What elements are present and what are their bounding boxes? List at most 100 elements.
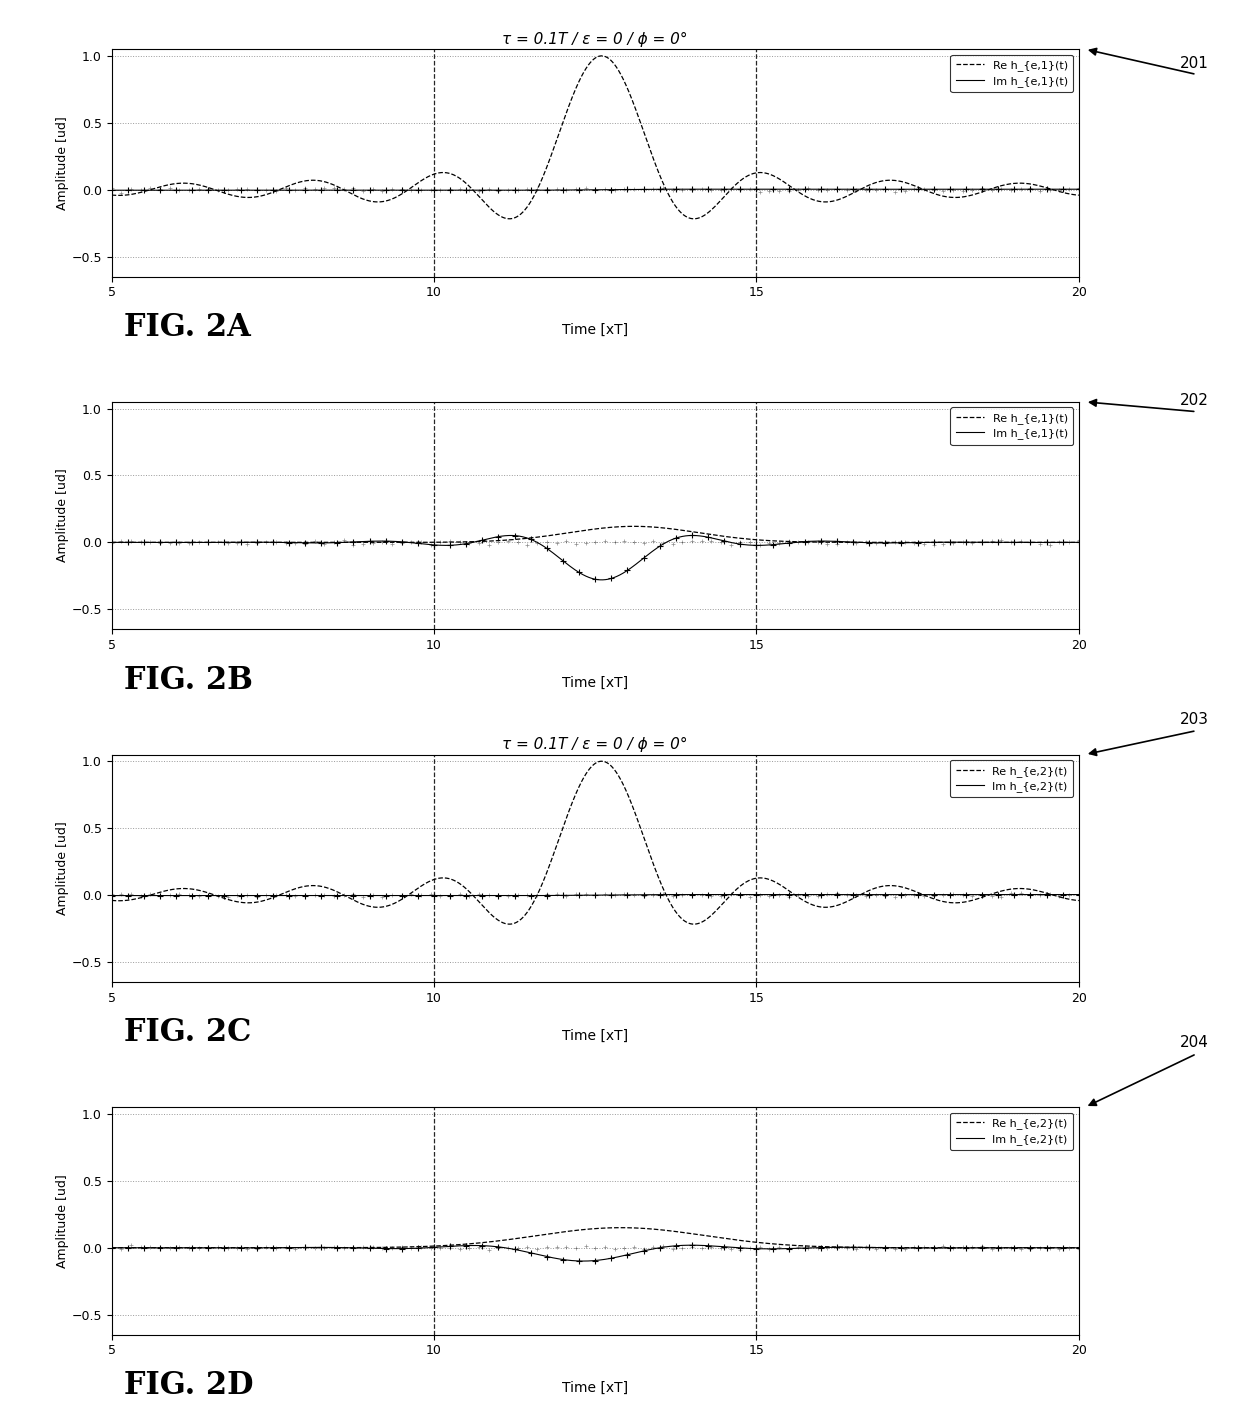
Im h_{e,2}(t)	[511, 1242, 526, 1259]
Legend: Re h_{e,2}(t), Im h_{e,2}(t): Re h_{e,2}(t), Im h_{e,2}(t)	[950, 760, 1074, 798]
Im h_{e,1}(t)	[1042, 534, 1056, 551]
Im h_{e,2}(t)	[564, 1252, 579, 1269]
Text: 201: 201	[1180, 56, 1209, 70]
Re h_{e,1}(t)	[1071, 187, 1086, 204]
Re h_{e,2}(t)	[518, 1229, 533, 1246]
Text: Time [xT]: Time [xT]	[562, 1381, 629, 1395]
Im h_{e,1}(t)	[807, 181, 822, 198]
Re h_{e,1}(t)	[564, 524, 579, 541]
Re h_{e,2}(t)	[511, 1229, 526, 1246]
Re h_{e,1}(t)	[104, 534, 119, 551]
Re h_{e,1}(t)	[594, 48, 609, 65]
Im h_{e,2}(t)	[994, 887, 1009, 903]
Legend: Re h_{e,2}(t), Im h_{e,2}(t): Re h_{e,2}(t), Im h_{e,2}(t)	[950, 1113, 1074, 1151]
Legend: Re h_{e,1}(t), Im h_{e,1}(t): Re h_{e,1}(t), Im h_{e,1}(t)	[950, 55, 1074, 93]
Im h_{e,1}(t)	[1071, 181, 1086, 198]
Im h_{e,1}(t)	[511, 527, 526, 544]
Re h_{e,2}(t)	[511, 913, 526, 930]
Line: Im h_{e,2}(t): Im h_{e,2}(t)	[112, 1245, 1079, 1262]
Im h_{e,2}(t)	[104, 887, 119, 903]
Re h_{e,1}(t)	[807, 192, 822, 209]
Re h_{e,1}(t)	[1071, 534, 1086, 551]
Im h_{e,1}(t)	[994, 534, 1009, 551]
Re h_{e,1}(t)	[511, 208, 526, 225]
Y-axis label: Amplitude [ud]: Amplitude [ud]	[56, 822, 68, 915]
Re h_{e,2}(t)	[807, 1238, 822, 1255]
Text: Time [xT]: Time [xT]	[562, 1028, 629, 1043]
Re h_{e,1}(t)	[1042, 180, 1056, 197]
Im h_{e,2}(t)	[807, 1239, 822, 1256]
Re h_{e,2}(t)	[564, 1222, 579, 1239]
Im h_{e,1}(t)	[503, 527, 518, 544]
Im h_{e,1}(t)	[1042, 181, 1056, 198]
Text: FIG. 2A: FIG. 2A	[124, 312, 250, 343]
Im h_{e,2}(t)	[807, 887, 822, 903]
Legend: Re h_{e,1}(t), Im h_{e,1}(t): Re h_{e,1}(t), Im h_{e,1}(t)	[950, 407, 1074, 445]
Im h_{e,2}(t)	[564, 887, 579, 903]
Y-axis label: Amplitude [ud]: Amplitude [ud]	[56, 469, 68, 562]
Im h_{e,2}(t)	[518, 887, 533, 903]
Line: Re h_{e,1}(t): Re h_{e,1}(t)	[112, 527, 1079, 542]
Im h_{e,1}(t)	[994, 181, 1009, 198]
Text: Time [xT]: Time [xT]	[562, 323, 629, 337]
Re h_{e,1}(t)	[511, 531, 526, 548]
Im h_{e,1}(t)	[1071, 534, 1086, 551]
Text: FIG. 2B: FIG. 2B	[124, 665, 253, 695]
Re h_{e,1}(t)	[564, 91, 579, 108]
Re h_{e,1}(t)	[993, 534, 1008, 551]
Re h_{e,2}(t)	[502, 916, 517, 933]
Im h_{e,1}(t)	[564, 559, 579, 576]
Re h_{e,1}(t)	[518, 530, 533, 547]
Im h_{e,2}(t)	[518, 1243, 533, 1260]
Text: FIG. 2C: FIG. 2C	[124, 1017, 252, 1048]
Re h_{e,2}(t)	[104, 892, 119, 909]
Text: Time [xT]: Time [xT]	[562, 676, 629, 690]
Text: 204: 204	[1180, 1035, 1209, 1050]
Im h_{e,2}(t)	[686, 887, 701, 903]
Text: 203: 203	[1180, 712, 1209, 726]
Re h_{e,2}(t)	[564, 797, 579, 813]
Im h_{e,1}(t)	[104, 181, 119, 198]
Text: FIG. 2D: FIG. 2D	[124, 1370, 253, 1401]
Re h_{e,2}(t)	[1071, 892, 1086, 909]
Re h_{e,2}(t)	[518, 906, 533, 923]
Im h_{e,2}(t)	[1042, 887, 1056, 903]
Im h_{e,2}(t)	[1042, 1239, 1056, 1256]
Im h_{e,2}(t)	[1071, 887, 1086, 903]
Text: 202: 202	[1180, 393, 1209, 407]
Im h_{e,2}(t)	[104, 1239, 119, 1256]
Re h_{e,2}(t)	[807, 898, 822, 915]
Im h_{e,1}(t)	[686, 181, 701, 198]
Im h_{e,1}(t)	[511, 181, 526, 198]
Im h_{e,2}(t)	[511, 887, 526, 903]
Y-axis label: Amplitude [ud]: Amplitude [ud]	[56, 1175, 68, 1267]
Im h_{e,1}(t)	[503, 181, 518, 198]
Line: Im h_{e,1}(t): Im h_{e,1}(t)	[112, 535, 1079, 580]
Re h_{e,2}(t)	[594, 753, 609, 770]
Im h_{e,1}(t)	[594, 572, 609, 589]
Im h_{e,1}(t)	[518, 181, 533, 198]
Im h_{e,1}(t)	[518, 530, 533, 547]
Im h_{e,2}(t)	[1071, 1239, 1086, 1256]
Title: τ = 0.1T / ε = 0 / ϕ = 0°: τ = 0.1T / ε = 0 / ϕ = 0°	[502, 31, 688, 46]
Title: τ = 0.1T / ε = 0 / ϕ = 0°: τ = 0.1T / ε = 0 / ϕ = 0°	[502, 738, 688, 752]
Re h_{e,1}(t)	[994, 177, 1009, 194]
Line: Re h_{e,2}(t): Re h_{e,2}(t)	[112, 762, 1079, 924]
Re h_{e,1}(t)	[518, 200, 533, 216]
Re h_{e,2}(t)	[104, 1239, 119, 1256]
Re h_{e,1}(t)	[502, 211, 517, 228]
Im h_{e,2}(t)	[503, 887, 518, 903]
Re h_{e,2}(t)	[1042, 885, 1056, 902]
Im h_{e,1}(t)	[104, 534, 119, 551]
Re h_{e,1}(t)	[104, 187, 119, 204]
Im h_{e,2}(t)	[684, 1236, 699, 1253]
Re h_{e,1}(t)	[807, 534, 822, 551]
Re h_{e,2}(t)	[1071, 1239, 1086, 1256]
Re h_{e,2}(t)	[1042, 1239, 1056, 1256]
Line: Re h_{e,2}(t): Re h_{e,2}(t)	[112, 1228, 1079, 1248]
Im h_{e,2}(t)	[994, 1239, 1009, 1256]
Re h_{e,2}(t)	[994, 882, 1009, 899]
Im h_{e,2}(t)	[575, 1253, 590, 1270]
Im h_{e,1}(t)	[807, 532, 822, 549]
Re h_{e,2}(t)	[614, 1220, 629, 1236]
